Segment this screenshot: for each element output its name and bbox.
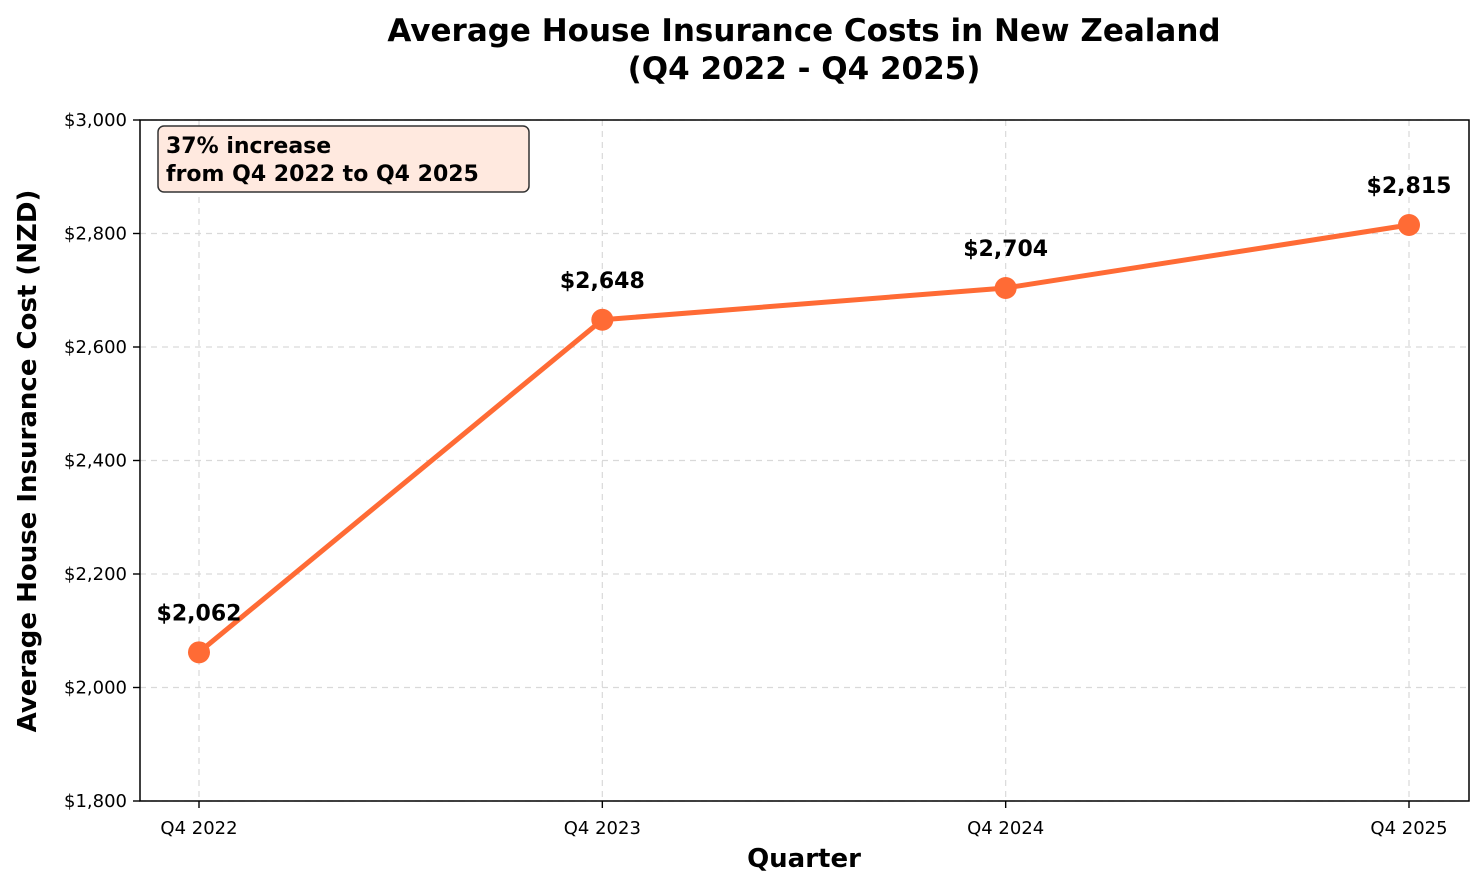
y-tick-label: $3,000	[64, 110, 127, 131]
chart-title-line-2: (Q4 2022 - Q4 2025)	[628, 51, 981, 87]
annotation-box: 37% increase from Q4 2022 to Q4 2025	[157, 125, 530, 193]
y-axis-label: Average House Insurance Cost (NZD)	[13, 190, 43, 733]
data-label: $2,062	[157, 601, 242, 626]
x-tick-label: Q4 2025	[1370, 818, 1447, 839]
y-tick-label: $2,200	[64, 564, 127, 585]
x-axis-label: Quarter	[747, 844, 861, 874]
data-label: $2,815	[1367, 174, 1452, 199]
x-tick-label: Q4 2022	[160, 818, 237, 839]
annotation-background	[157, 125, 530, 193]
chart-title-line-1: Average House Insurance Costs in New Zea…	[387, 13, 1220, 49]
points-layer	[188, 213, 1420, 664]
y-tick-label: $2,000	[64, 678, 127, 699]
data-point	[188, 641, 210, 664]
series-layer	[196, 222, 1412, 655]
data-point	[1398, 213, 1420, 236]
x-tick-label: Q4 2023	[564, 818, 641, 839]
series-line	[196, 222, 1412, 655]
plot-area-frame	[139, 119, 1470, 802]
y-tick-label: $2,800	[64, 224, 127, 245]
y-axis-ticks: $1,800 $2,000 $2,200 $2,400 $2,600 $2,800 $3,0…	[64, 110, 140, 812]
x-tick-label: Q4 2024	[967, 818, 1044, 839]
chart-title: Average House Insurance Costs in New Zea…	[387, 13, 1220, 87]
annotation-line-1: 37% increase	[166, 134, 331, 159]
data-labels-layer: $2,062 $2,648 $2,704 $2,815	[157, 174, 1452, 626]
data-point	[591, 308, 614, 331]
data-label: $2,648	[560, 269, 645, 294]
y-tick-label: $2,600	[64, 337, 127, 358]
grid-layer	[140, 119, 1469, 802]
annotation-line-2: from Q4 2022 to Q4 2025	[166, 162, 479, 187]
data-label: $2,704	[963, 237, 1048, 262]
x-axis-ticks: Q4 2022 Q4 2023 Q4 2024 Q4 2025	[160, 801, 1448, 839]
y-tick-label: $2,400	[64, 451, 127, 472]
data-point	[994, 276, 1017, 299]
y-tick-label: $1,800	[64, 791, 127, 812]
